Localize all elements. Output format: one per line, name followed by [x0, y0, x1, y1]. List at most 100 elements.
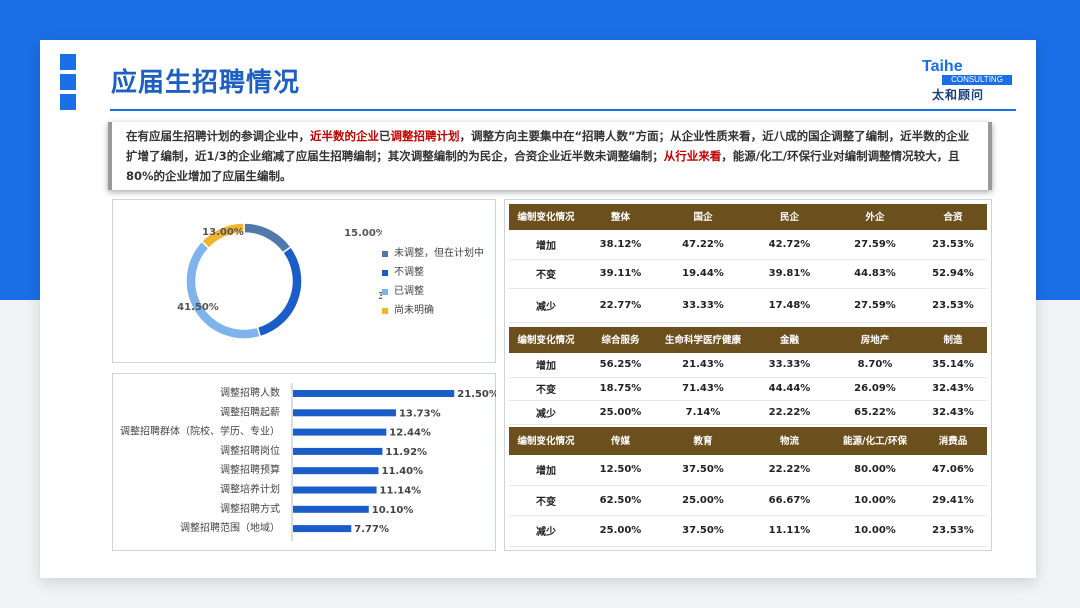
table-cell: 减少 — [509, 515, 583, 547]
table-header-cell: 传媒 — [583, 427, 658, 455]
table-cell: 27.59% — [831, 230, 919, 260]
table-cell: 19.44% — [658, 259, 748, 289]
table-cell: 18.75% — [583, 377, 658, 401]
table-header-cell: 物流 — [748, 427, 831, 455]
donut-slice — [256, 245, 303, 338]
bar-chart: 调整招聘人数 21.50% 调整招聘起薪 13.73% 调整招聘群体（院校、学历、专业）… — [120, 383, 496, 541]
bar-value-label: 11.14% — [380, 486, 422, 497]
table-header-cell: 民企 — [748, 204, 831, 230]
bar — [293, 486, 377, 494]
bar-value-label: 12.44% — [389, 428, 431, 439]
legend-swatch — [382, 269, 388, 276]
bar-chart-panel — [112, 373, 496, 551]
table-cell: 26.09% — [831, 377, 919, 401]
table-cell: 47.06% — [919, 455, 987, 486]
summary-part: 在有应届生招聘计划的参调企业中， — [126, 129, 310, 143]
table-row: 增加 12.50% 37.50% 22.22% 80.00% 47.06% — [509, 455, 987, 486]
table-cell: 62.50% — [583, 485, 658, 516]
bar-category-label: 调整招聘群体（院校、学历、专业） — [120, 425, 280, 438]
table-header-cell: 制造 — [919, 327, 987, 353]
table-header-cell: 编制变化情况 — [509, 427, 583, 455]
company-logo: Taihe CONSULTING 太和顾问 — [922, 58, 1014, 102]
table-header-cell: 外企 — [831, 204, 919, 230]
legend-label: 尚未明确 — [394, 305, 434, 316]
donut-slice-label: 13.00% — [202, 227, 244, 238]
table-cell: 10.00% — [831, 485, 919, 516]
legend-label: 已调整 — [394, 286, 424, 297]
table-row: 减少 25.00% 7.14% 22.22% 65.22% 32.43% — [509, 400, 987, 425]
table-cell: 23.53% — [919, 288, 987, 323]
table-cell: 80.00% — [831, 455, 919, 486]
table-header-row: 编制变化情况 整体 国企 民企 外企 合资 — [509, 204, 987, 230]
summary-part: 已 — [379, 129, 391, 143]
table-cell: 25.00% — [583, 515, 658, 547]
table-cell: 不变 — [509, 377, 583, 401]
bar — [293, 467, 379, 475]
bar-value-label: 11.40% — [382, 466, 424, 477]
summary-part: ，能源/化工/环保行业对编制调整情况较大，且80%的企业增加了应届生编制。 — [126, 149, 960, 183]
donut-slice — [243, 222, 292, 254]
table-cell: 44.44% — [748, 377, 831, 401]
table-row: 减少 25.00% 37.50% 11.11% 10.00% 23.53% — [509, 515, 987, 547]
table-cell: 37.50% — [658, 515, 748, 547]
table-cell: 71.43% — [658, 377, 748, 401]
table-header-cell: 合资 — [919, 204, 987, 230]
table-cell: 12.50% — [583, 455, 658, 486]
table-cell: 38.12% — [583, 230, 658, 260]
data-table-industry-1: 编制变化情况 综合服务 生命科学医疗健康 金融 房地产 制造 增加 56.25% 21.43% 3… — [509, 327, 987, 425]
table-header-cell: 国企 — [658, 204, 748, 230]
donut-slice — [200, 222, 245, 250]
table-cell: 35.14% — [919, 353, 987, 378]
data-table-industry-2: 编制变化情况 传媒 教育 物流 能源/化工/环保 消费品 增加 12.50% 37.50% 22.… — [509, 427, 987, 547]
legend-label: 不调整 — [394, 267, 424, 278]
logo-main-text: Taihe — [922, 58, 963, 75]
decor-square — [60, 54, 76, 70]
donut-chart: 15.00% 30.50% 41.50% 13.00% — [177, 222, 382, 340]
donut-slice-label: 15.00% — [344, 228, 382, 239]
bar — [293, 447, 383, 455]
legend-swatch — [382, 288, 388, 295]
table-cell: 增加 — [509, 353, 583, 378]
table-cell: 44.83% — [831, 259, 919, 289]
table-cell: 不变 — [509, 485, 583, 516]
table-cell: 32.43% — [919, 377, 987, 401]
bar-value-label: 13.73% — [399, 408, 441, 419]
table-row: 增加 56.25% 21.43% 33.33% 8.70% 35.14% — [509, 353, 987, 378]
donut-chart-panel — [112, 199, 496, 363]
bar-category-label: 调整招聘预算 — [220, 463, 280, 476]
legend-label: 未调整，但在计划中 — [394, 248, 484, 259]
table-header-cell: 教育 — [658, 427, 748, 455]
summary-highlight: 调整招聘计划 — [390, 129, 460, 143]
table-cell: 10.00% — [831, 515, 919, 547]
table-cell: 17.48% — [748, 288, 831, 323]
logo-cn-text: 太和顾问 — [932, 88, 985, 102]
table-cell: 56.25% — [583, 353, 658, 378]
table-header-cell: 能源/化工/环保 — [831, 427, 919, 455]
table-cell: 21.43% — [658, 353, 748, 378]
table-cell: 不变 — [509, 259, 583, 289]
bar — [293, 525, 352, 533]
legend-item: 尚未明确 — [382, 301, 484, 320]
bar-value-label: 21.50% — [457, 389, 496, 400]
table-header-cell: 金融 — [748, 327, 831, 353]
table-row: 不变 39.11% 19.44% 39.81% 44.83% 52.94% — [509, 259, 987, 289]
logo-sub-text: CONSULTING — [942, 75, 1012, 85]
summary-highlight: 从行业来看 — [663, 149, 722, 163]
summary-highlight: 近半数的企业 — [310, 129, 379, 143]
table-cell: 8.70% — [831, 353, 919, 378]
legend-item: 不调整 — [382, 263, 484, 282]
table-row: 不变 62.50% 25.00% 66.67% 10.00% 29.41% — [509, 485, 987, 516]
table-cell: 42.72% — [748, 230, 831, 260]
table-header-cell: 编制变化情况 — [509, 327, 583, 353]
summary-text: 在有应届生招聘计划的参调企业中，近半数的企业已调整招聘计划，调整方向主要集中在“… — [108, 122, 992, 190]
table-cell: 22.22% — [748, 455, 831, 486]
page-title: 应届生招聘情况 — [111, 68, 301, 98]
bar-value-label: 10.10% — [372, 505, 414, 516]
table-cell: 47.22% — [658, 230, 748, 260]
table-header-cell: 编制变化情况 — [509, 204, 583, 230]
bar-category-label: 调整招聘人数 — [220, 386, 280, 399]
table-cell: 23.53% — [919, 230, 987, 260]
table-cell: 23.53% — [919, 515, 987, 547]
table-cell: 22.22% — [748, 400, 831, 425]
data-table-ownership: 编制变化情况 整体 国企 民企 外企 合资 增加 38.12% 47.22% 42.72% 27.5… — [509, 204, 987, 323]
